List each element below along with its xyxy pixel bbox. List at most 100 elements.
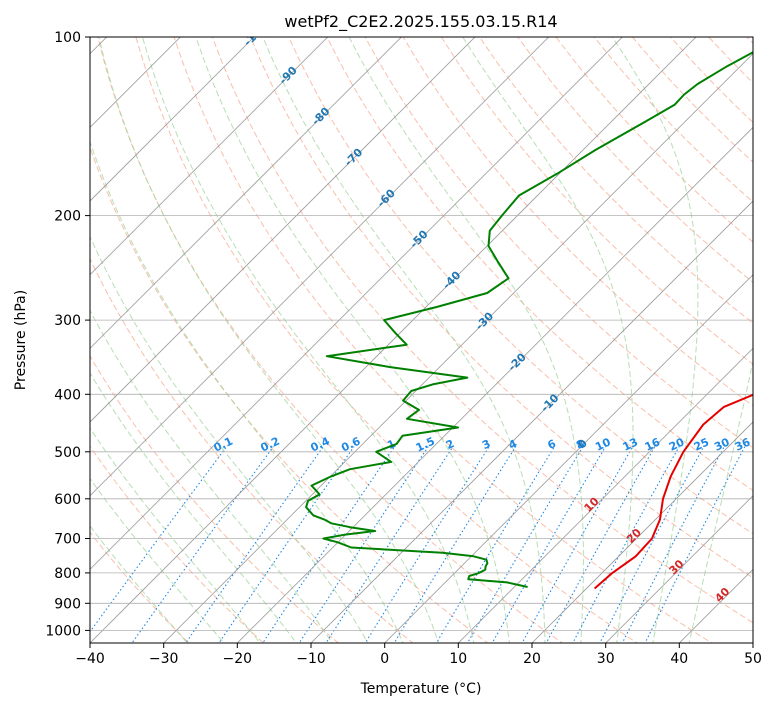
mixing-ratio-line [325, 446, 454, 643]
y-tick-label: 200 [54, 209, 81, 225]
mixing-ratio-line [466, 446, 584, 643]
y-axis-label: Pressure (hPa) [13, 290, 29, 390]
y-tick-label: 300 [54, 313, 81, 329]
moist-adiabat-line [90, 235, 369, 643]
mixing-ratio-label: 30 [712, 435, 732, 453]
isotherm-line [90, 37, 329, 276]
isotherms-layer [90, 37, 753, 643]
moist-adiabat-line [90, 477, 225, 643]
y-tick-label: 800 [54, 566, 81, 582]
isotherm-line [457, 347, 753, 643]
mixing-ratio-line [435, 446, 555, 643]
dry-adiabat-label: 10 [582, 494, 602, 514]
x-tick-label: 0 [380, 651, 389, 667]
isotherm-label: -30 [473, 309, 496, 332]
mixing-ratio-label: 20 [667, 435, 687, 453]
mixing-ratio-line [262, 446, 396, 643]
mixing-ratio-label: 36 [733, 435, 753, 453]
isotherm-label: -100 [241, 20, 270, 49]
isotherm-line [90, 37, 697, 643]
x-tick-label: −30 [149, 651, 179, 667]
y-tick-label: 100 [54, 30, 81, 46]
mixing-ratio-label: 10 [593, 435, 613, 453]
dry-adiabat-line [364, 37, 753, 449]
dry-adiabat-line [211, 37, 753, 624]
y-tick-label: 900 [54, 596, 81, 612]
x-tick-label: 40 [670, 651, 688, 667]
dewpoint-profile-line [305, 51, 753, 588]
dry-adiabat-label: 30 [667, 557, 687, 577]
mixing-ratio-label: 13 [621, 436, 640, 454]
dry-adiabat-line [90, 355, 339, 643]
mixing-ratio-line [572, 446, 680, 643]
isotherm-line [531, 421, 753, 643]
x-tick-label: 10 [449, 651, 467, 667]
dry-adiabat-line [517, 37, 753, 284]
isotherm-line [384, 274, 753, 643]
isotherm-label: -90 [277, 64, 300, 87]
dry-adiabat-line [402, 37, 753, 407]
moist-adiabat-line [611, 37, 699, 643]
isotherm-line [90, 37, 623, 570]
isotherm-line [90, 37, 255, 202]
plot-area: 0.1 0.2 0.4 0.6 1 1.5 2 3 4 6 8 10 13 16 20 25 30 36-100-… [90, 20, 753, 643]
moist-adiabat-line [90, 309, 333, 643]
chart-title: wetPf2_C2E2.2025.155.03.15.R14 [284, 12, 557, 32]
temperature-profile-line [593, 393, 753, 590]
x-tick-label: 30 [597, 651, 615, 667]
y-axis-ticks: 100 200 300 400 500 600 700 800 900 1000 [45, 30, 90, 639]
mixing-ratio-line [521, 446, 634, 643]
line-labels-layer: 0.1 0.2 0.4 0.6 1 1.5 2 3 4 6 8 10 13 16 20 25 30 36-100-… [212, 20, 753, 605]
dry-adiabat-line [90, 257, 414, 643]
isotherm-line [90, 37, 402, 349]
x-tick-label: −40 [75, 651, 105, 667]
mixing-ratio-line [218, 446, 355, 643]
dry-adiabat-line [90, 146, 489, 643]
dry-adiabat-line [173, 37, 713, 643]
y-tick-label: 700 [54, 532, 81, 548]
isotherm-line [90, 37, 476, 423]
isotherm-line [752, 642, 753, 643]
profile-series-layer [305, 51, 753, 590]
dry-adiabat-label: 40 [712, 585, 732, 605]
dry-adiabat-line [250, 37, 753, 579]
isotherm-label: -80 [309, 105, 332, 128]
dry-adiabat-line [631, 37, 753, 163]
mixing-ratio-line [364, 446, 490, 643]
x-tick-label: −20 [223, 651, 253, 667]
dry-adiabat-line [288, 37, 753, 535]
isotherm-label: -60 [375, 186, 398, 209]
mixing-ratio-line [90, 446, 228, 633]
mixing-ratio-line [599, 446, 705, 643]
dry-adiabat-line [135, 37, 638, 643]
x-tick-label: 50 [744, 651, 762, 667]
isotherm-label: -10 [538, 391, 561, 414]
dry-adiabat-line [326, 37, 753, 492]
mixing-ratio-line [545, 446, 656, 643]
moist-adiabat-line [90, 427, 261, 643]
dry-adiabat-line [97, 37, 564, 643]
y-tick-label: 500 [54, 445, 81, 461]
moist-adiabat-line [90, 372, 297, 643]
x-tick-label: −10 [296, 651, 326, 667]
dry-adiabat-line [90, 531, 190, 643]
mixing-ratio-label: 4 [507, 437, 520, 452]
isotherm-line [605, 495, 753, 643]
moist-adiabat-line [688, 358, 753, 643]
mixing-ratio-label: 6 [546, 437, 559, 452]
y-tick-label: 400 [54, 387, 81, 403]
y-tick-label: 1000 [45, 623, 81, 639]
mixing-ratio-label: 25 [692, 436, 711, 454]
pressure-gridlines-layer [90, 37, 753, 631]
plot-frame [89, 36, 754, 644]
isotherm-line [236, 126, 753, 643]
mixing-ratio-line [644, 446, 746, 643]
x-tick-label: 20 [523, 651, 541, 667]
mixing-ratio-label: 16 [643, 435, 663, 453]
moist-adiabat-line [90, 525, 188, 643]
isotherm-label: -50 [407, 227, 430, 250]
isotherm-label: -20 [506, 350, 529, 373]
isotherm-line [90, 37, 181, 128]
dry-adiabat-label: 20 [624, 526, 644, 546]
